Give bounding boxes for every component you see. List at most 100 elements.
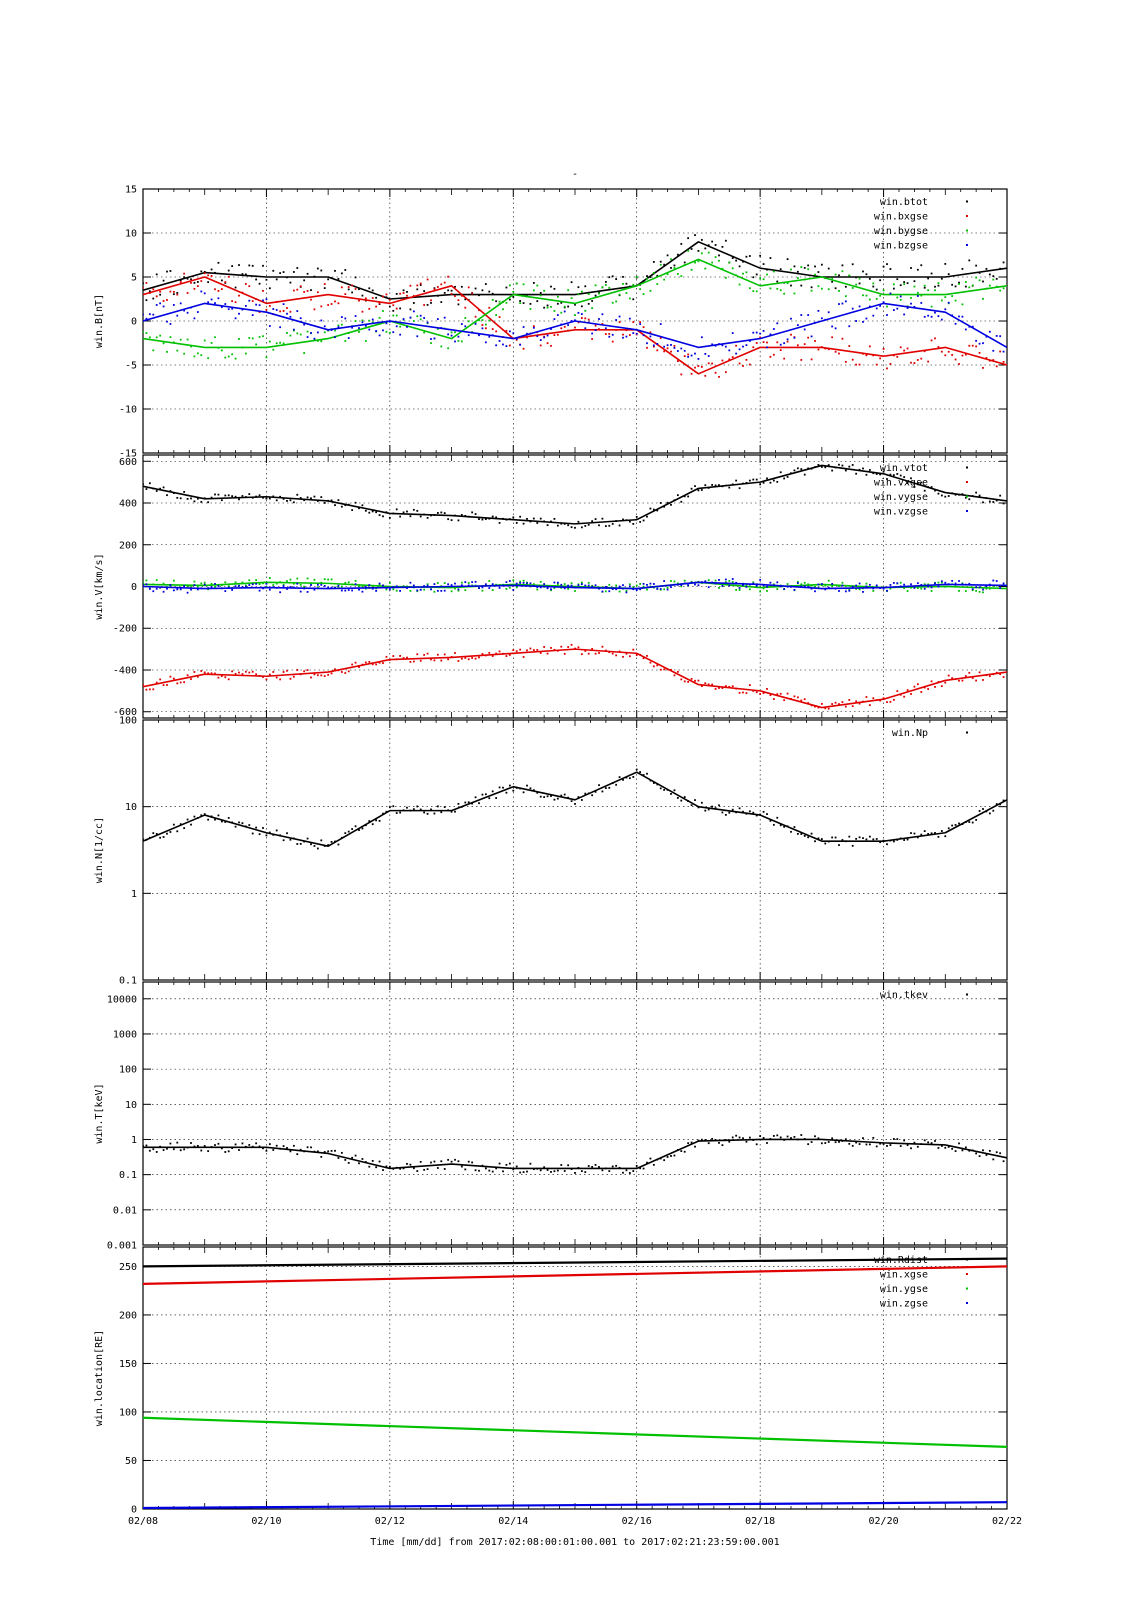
data-point [498,650,501,653]
data-point [292,586,295,589]
data-point [556,295,559,298]
data-point [807,336,810,339]
data-point [166,494,168,497]
data-point [292,289,295,292]
data-point [872,1136,875,1139]
data-point [166,1147,168,1150]
data-point [231,1147,234,1149]
data-point [683,264,686,266]
data-point [910,693,912,695]
data-point [361,585,364,588]
data-point [262,587,264,590]
data-point [268,497,271,500]
data-point [316,583,319,586]
data-point [279,341,282,344]
data-point [292,837,295,840]
data-point [913,1141,916,1144]
data-point [982,588,984,591]
data-point [152,487,155,490]
data-point [608,524,611,527]
data-point [536,586,539,589]
data-point [550,795,552,797]
data-point [258,311,261,313]
data-point [628,297,631,300]
data-point [958,363,960,365]
data-point [152,1148,155,1151]
data-point [183,309,186,312]
data-point [899,585,902,588]
data-point [694,1145,696,1148]
data-point [831,1137,834,1140]
data-point [162,836,165,838]
data-point [255,278,258,281]
data-point [244,496,247,498]
data-point [375,296,378,299]
series-line [143,581,1007,590]
data-point [488,797,491,800]
data-point [879,699,882,702]
data-point [752,346,755,349]
data-point [632,321,635,324]
data-point [899,346,902,349]
data-point [851,358,854,361]
data-point [690,487,693,490]
data-point [680,585,683,588]
data-point [567,524,570,527]
data-point [872,314,875,317]
data-point [951,354,954,356]
data-point [622,275,624,278]
y-tick-label: -400 [113,665,137,676]
y-tick-label: 400 [119,499,137,510]
data-point [670,343,672,346]
data-point [515,787,518,789]
data-point [207,672,210,675]
data-point [718,343,720,345]
data-point [992,809,995,812]
data-point [186,585,189,588]
data-point [944,296,947,298]
data-point [670,266,672,269]
data-point [594,284,597,287]
data-point [916,359,919,361]
data-point [296,310,299,312]
data-point [666,347,669,350]
data-point [234,495,237,498]
data-point [855,587,858,590]
data-point [886,1145,888,1147]
data-point [848,345,851,347]
data-point [186,292,189,294]
data-point [676,796,679,799]
data-point [378,334,381,337]
data-point [457,660,460,662]
data-point [299,1148,302,1151]
data-point [738,587,741,589]
data-point [975,589,978,592]
data-point [800,284,803,287]
data-point [978,494,981,497]
data-point [275,586,278,589]
data-point [903,839,906,841]
data-point [169,1142,172,1145]
data-point [258,1145,261,1148]
data-point [207,274,210,277]
data-point [351,828,354,830]
data-point [683,579,686,582]
data-point [522,326,525,328]
legend-marker [966,244,968,246]
data-point [265,308,268,311]
data-point [622,1171,624,1174]
data-point [543,336,546,339]
series-win-vxgse [143,643,1007,710]
data-point [594,584,597,587]
data-point [200,280,203,282]
data-point [505,329,508,332]
data-point [419,808,422,811]
data-point [498,316,501,318]
data-point [999,335,1002,338]
data-point [292,271,295,273]
data-point [320,319,323,322]
data-point [958,679,960,682]
data-point [848,274,851,277]
data-point [272,671,275,673]
data-point [587,792,590,795]
